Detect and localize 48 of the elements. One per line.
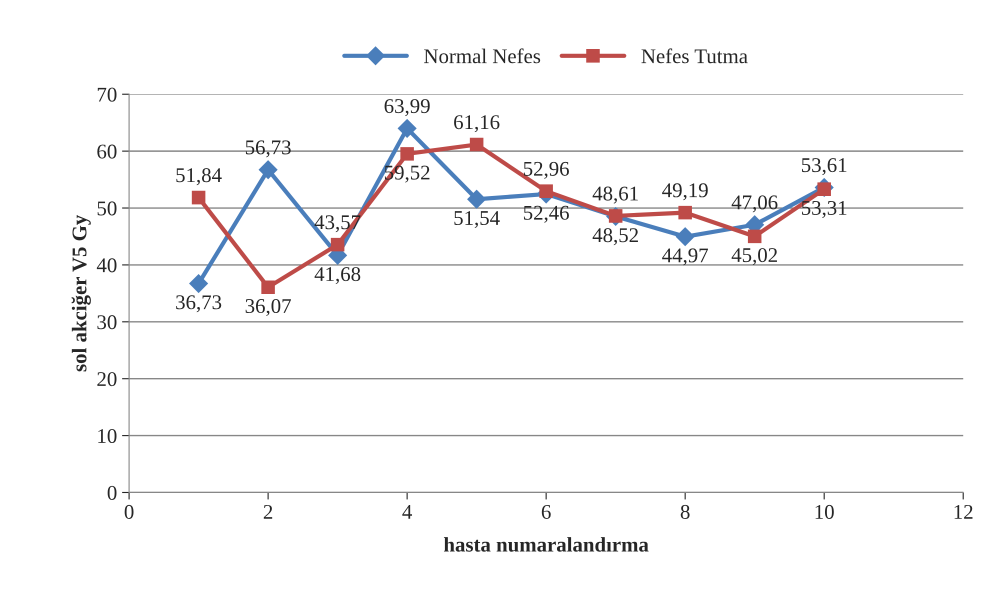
- x-tick-label: 6: [542, 504, 551, 519]
- y-tick-label: 30: [97, 315, 116, 330]
- data-label: 52,46: [524, 206, 569, 223]
- point: [676, 227, 695, 246]
- x-tick-label: 0: [124, 504, 134, 519]
- data-label: 63,99: [384, 99, 430, 116]
- data-label: 52,96: [524, 162, 569, 179]
- x-tick-label: 8: [680, 504, 690, 519]
- y-tick-label: 10: [98, 428, 116, 444]
- point: [608, 209, 622, 223]
- data-label: 48,61: [592, 186, 638, 204]
- y-tick-label: 40: [96, 258, 116, 272]
- x-tick-label: 2: [264, 504, 272, 519]
- y-tick-label: 20: [97, 372, 116, 386]
- point: [400, 147, 414, 161]
- data-label: 41,68: [314, 267, 360, 284]
- data-label: 48,52: [592, 228, 638, 246]
- x-axis-title: hasta numaralandırma: [444, 537, 649, 552]
- x-tick-label: 4: [402, 505, 412, 519]
- point: [748, 230, 762, 244]
- data-label: 49,19: [662, 183, 708, 200]
- point: [189, 274, 208, 293]
- y-tick-label: 50: [98, 201, 116, 216]
- point: [467, 190, 486, 209]
- y-axis-title: sol akciğer V5 Gy: [72, 214, 91, 372]
- x-tick-label: 12: [954, 504, 972, 519]
- y-tick-label: 0: [108, 486, 116, 500]
- data-label: 53,61: [802, 158, 846, 176]
- data-label: 51,84: [176, 168, 222, 186]
- data-label: 61,16: [454, 115, 500, 132]
- point: [470, 138, 484, 152]
- y-tick-label: 60: [97, 144, 116, 159]
- point: [192, 190, 206, 204]
- data-label: 36,07: [246, 298, 291, 316]
- point: [258, 160, 278, 180]
- point: [539, 184, 553, 198]
- point: [678, 206, 692, 220]
- data-label: 44,97: [662, 248, 708, 266]
- x-tick-label: 10: [816, 504, 834, 519]
- point: [330, 238, 344, 252]
- point: [398, 119, 416, 138]
- data-label: 45,02: [732, 248, 777, 266]
- data-label: 51,54: [454, 211, 500, 228]
- data-label: 36,73: [176, 295, 222, 312]
- point: [261, 280, 275, 294]
- legend-label: Nefes Tutma: [642, 48, 748, 64]
- y-tick-label: 70: [98, 88, 116, 102]
- legend-label: Normal Nefes: [424, 48, 540, 64]
